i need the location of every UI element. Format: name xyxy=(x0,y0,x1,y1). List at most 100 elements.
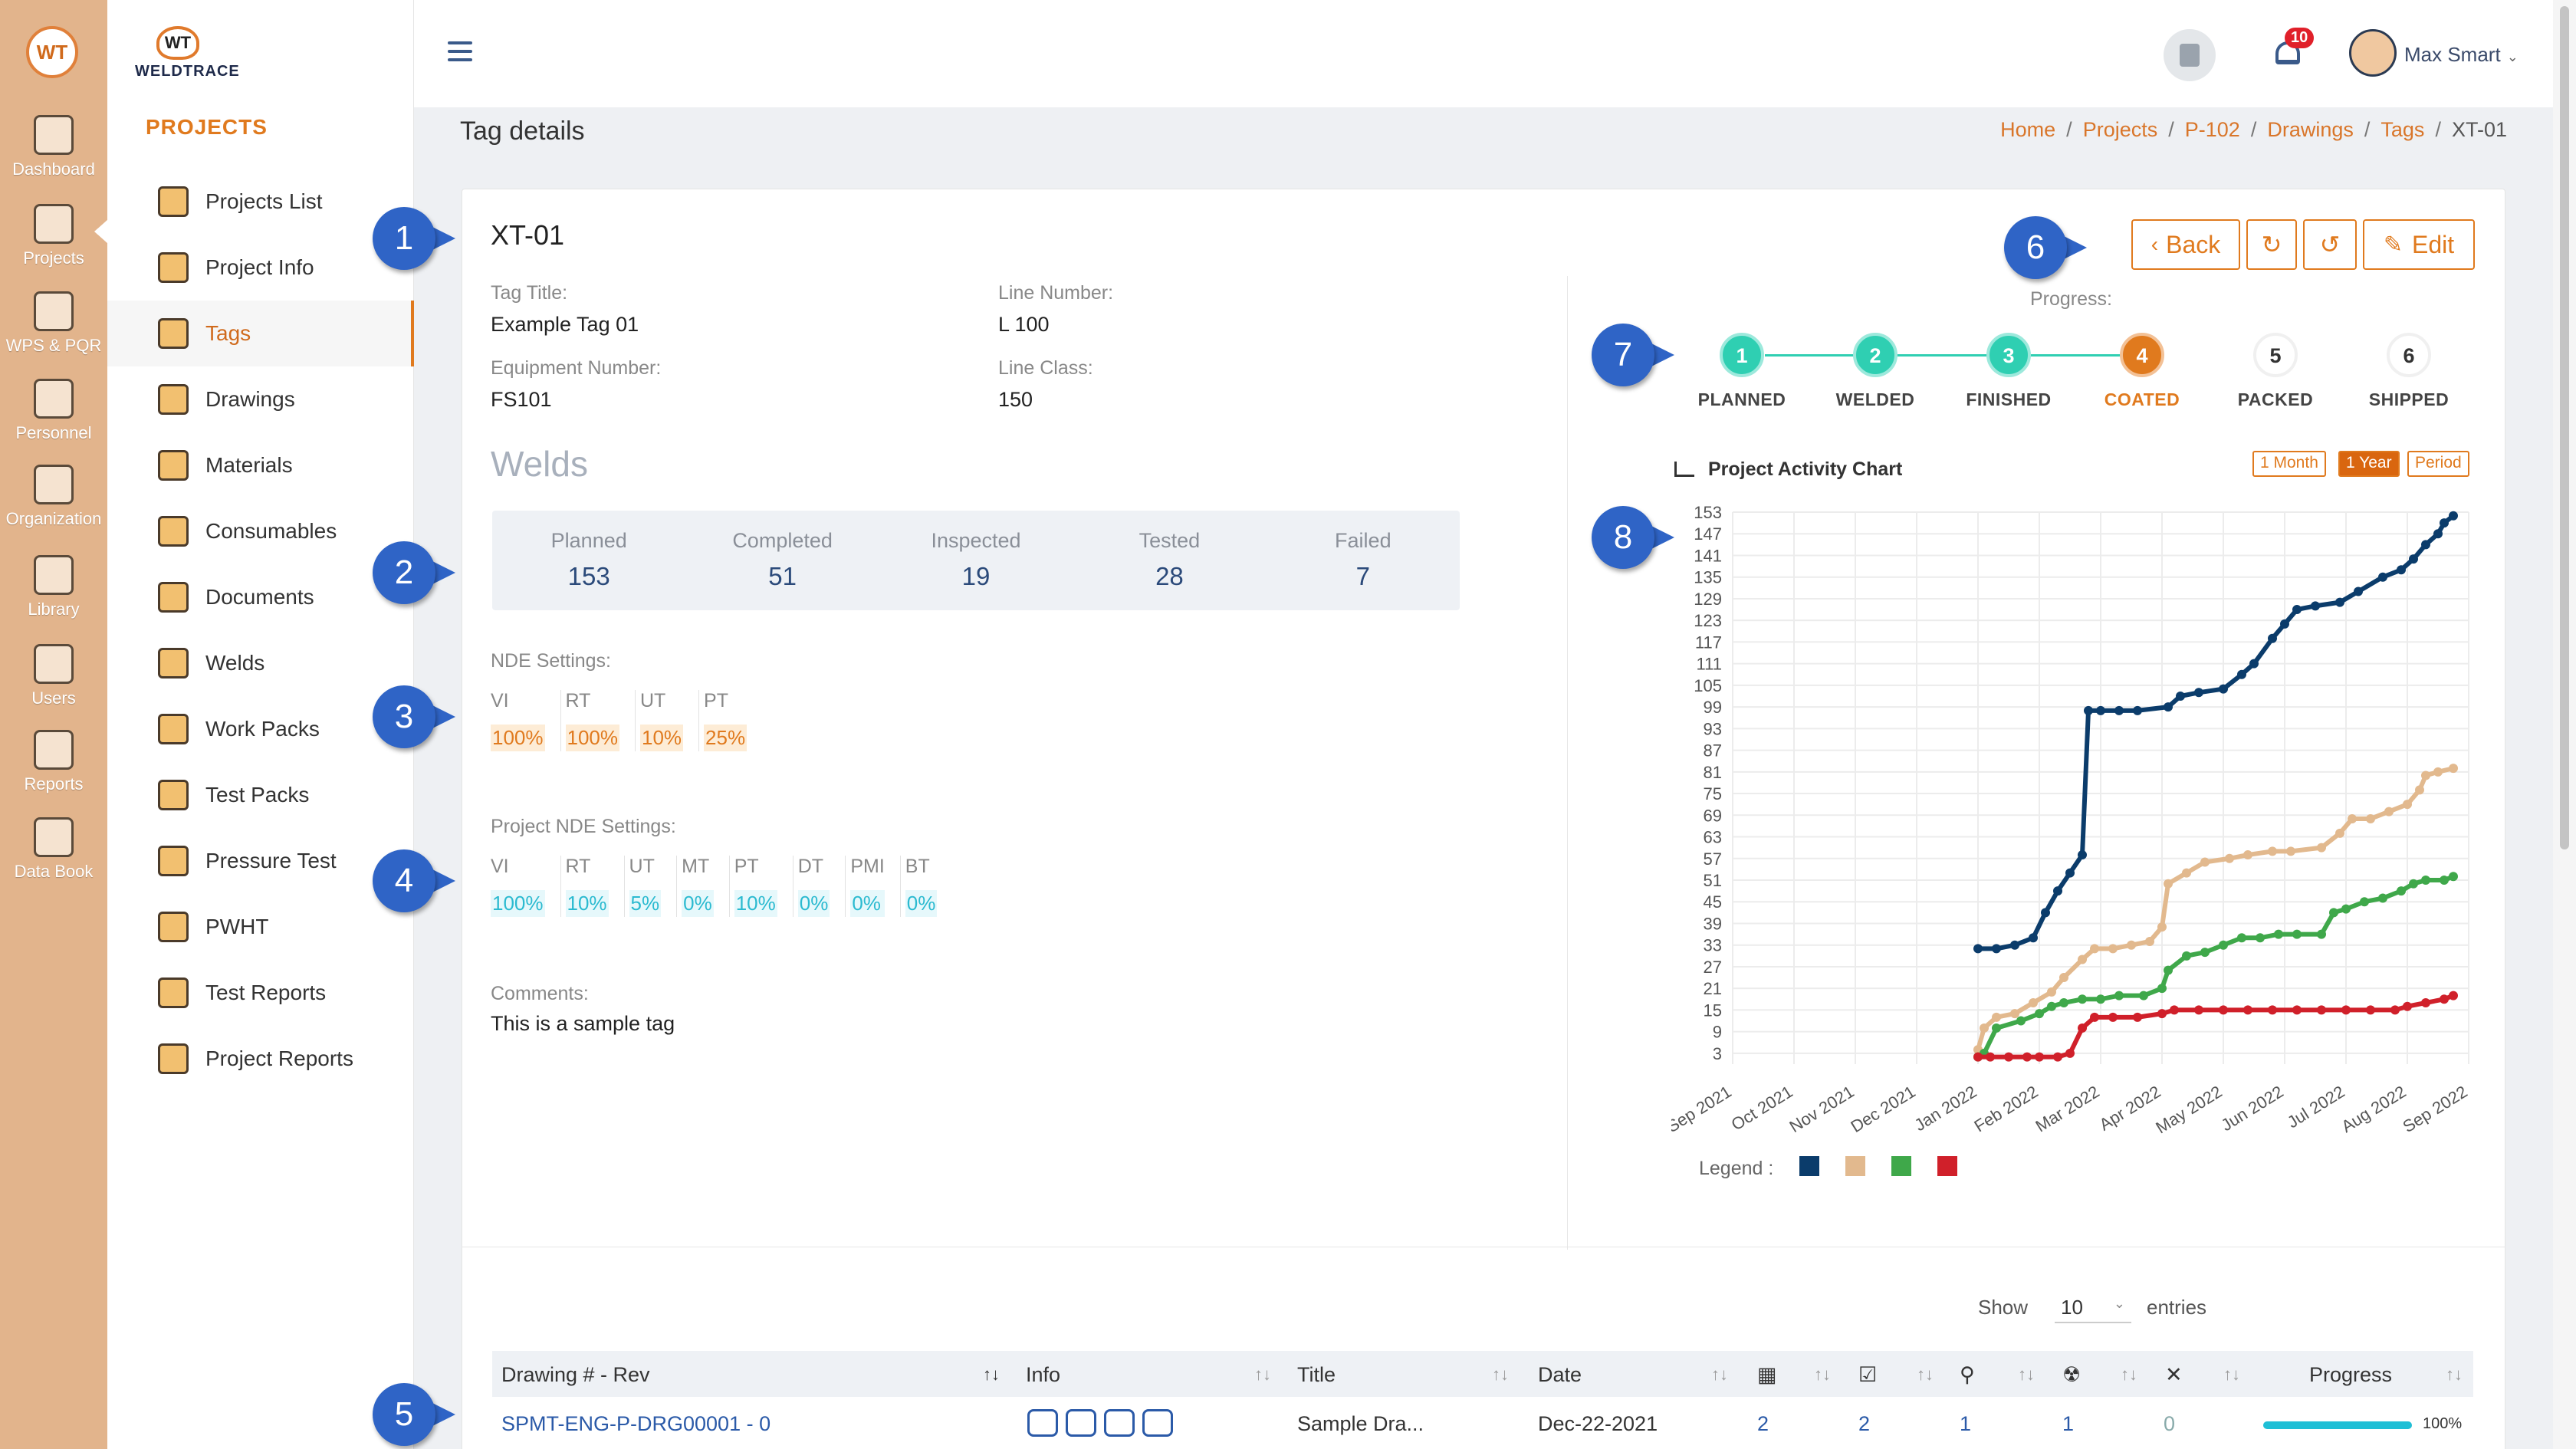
th-radiation-icon[interactable]: ☢ xyxy=(2062,1363,2082,1386)
sort-icon[interactable]: ↑↓ xyxy=(1711,1365,1728,1384)
series-point xyxy=(2016,1016,2026,1026)
series-point xyxy=(2397,886,2406,896)
th-info[interactable]: Info xyxy=(1026,1363,1061,1386)
user-avatar[interactable] xyxy=(2349,29,2397,77)
sort-icon[interactable]: ↑↓ xyxy=(1917,1365,1934,1384)
sort-icon[interactable]: ↑↓ xyxy=(2446,1365,2463,1384)
sort-icon[interactable]: ↑↓ xyxy=(1492,1365,1509,1384)
series-point xyxy=(2329,908,2338,918)
scrollbar-thumb[interactable] xyxy=(2560,6,2569,849)
menu-item-label: Work Packs xyxy=(205,717,320,741)
menu-item-documents[interactable]: Documents xyxy=(107,564,414,630)
menu-item-tags[interactable]: Tags xyxy=(107,301,414,366)
series-point xyxy=(2440,876,2449,885)
th-title[interactable]: Title xyxy=(1297,1363,1336,1386)
count-tested[interactable]: 1 xyxy=(2062,1412,2075,1435)
refresh-button[interactable]: ↻ xyxy=(2246,219,2297,270)
menu-item-label: PWHT xyxy=(205,915,269,938)
breadcrumb-link[interactable]: Home xyxy=(2000,118,2056,141)
menu-item-welds[interactable]: Welds xyxy=(107,630,414,696)
menu-item-consumables[interactable]: Consumables xyxy=(107,498,414,564)
legend-swatch[interactable] xyxy=(1937,1156,1958,1176)
breadcrumb-link[interactable]: P-102 xyxy=(2184,118,2240,141)
history-button[interactable]: ↺ xyxy=(2303,219,2357,270)
breadcrumb-link[interactable]: Tags xyxy=(2380,118,2425,141)
th-calendar-icon[interactable]: ▦ xyxy=(1757,1363,1777,1386)
stat-value: 7 xyxy=(1355,562,1370,590)
user-menu[interactable]: Max Smart ⌄ xyxy=(2404,43,2518,67)
notifications-button[interactable]: 10 xyxy=(2271,28,2315,72)
legend-swatch[interactable] xyxy=(1891,1156,1912,1176)
series-point xyxy=(2096,705,2105,715)
menu-item-pressure-test[interactable]: Pressure Test xyxy=(107,828,414,894)
range-1-month-button[interactable]: 1 Month xyxy=(2252,451,2326,477)
rail-item-projects[interactable]: Projects xyxy=(0,204,108,268)
menu-item-test-reports[interactable]: Test Reports xyxy=(107,960,414,1026)
menu-item-test-packs[interactable]: Test Packs xyxy=(107,762,414,828)
nde-pt: PT 25% xyxy=(704,690,762,751)
app-logo-icon[interactable]: WT xyxy=(26,26,78,78)
sort-icon[interactable]: ↑↓ xyxy=(2121,1365,2137,1384)
page-scrollbar[interactable] xyxy=(2553,0,2576,1449)
document-icon xyxy=(2180,44,2200,67)
th-calendar-check-icon[interactable]: ☑ xyxy=(1858,1363,1878,1386)
rail-item-dashboard[interactable]: Dashboard xyxy=(0,115,107,179)
rail-item-library[interactable]: Library xyxy=(0,555,107,619)
th-progress[interactable]: Progress xyxy=(2309,1363,2393,1386)
drawing-link[interactable]: SPMT-ENG-P-DRG00001 - 0 xyxy=(501,1412,771,1435)
back-button[interactable]: ‹ Back xyxy=(2131,219,2240,270)
th-date[interactable]: Date xyxy=(1538,1363,1582,1386)
menu-item-pwht[interactable]: PWHT xyxy=(107,894,414,960)
sort-icon[interactable]: ↑↓ xyxy=(1254,1365,1271,1384)
series-point xyxy=(2176,692,2185,701)
menu-item-projects-list[interactable]: Projects List xyxy=(107,169,414,235)
legend-swatch[interactable] xyxy=(1799,1156,1820,1176)
sort-asc-icon[interactable]: ↑↓ xyxy=(983,1365,1000,1384)
edit-button[interactable]: ✎ Edit xyxy=(2363,219,2475,270)
rail-item-wps-pqr[interactable]: WPS & PQR xyxy=(0,291,107,356)
menu-item-project-info[interactable]: Project Info xyxy=(107,235,414,301)
rail-item-organization[interactable]: Organization xyxy=(0,465,107,529)
series-point xyxy=(2164,965,2173,975)
menu-item-materials[interactable]: Materials xyxy=(107,432,414,498)
chart-legend: Legend : xyxy=(1699,1156,1958,1181)
legend-swatch[interactable] xyxy=(1845,1156,1866,1176)
nde-method-label: PT xyxy=(734,856,759,877)
rail-item-reports[interactable]: Reports xyxy=(0,730,107,794)
menu-item-project-reports[interactable]: Project Reports xyxy=(107,1026,414,1092)
menu-item-work-packs[interactable]: Work Packs xyxy=(107,696,414,762)
count-planned[interactable]: 2 xyxy=(1757,1412,1769,1435)
nde-method-value: 0% xyxy=(905,890,938,917)
rail-item-users[interactable]: Users xyxy=(0,644,107,708)
range-1-year-button[interactable]: 1 Year xyxy=(2338,451,2400,477)
view-icon[interactable] xyxy=(1027,1409,1058,1437)
series-point xyxy=(2256,933,2265,943)
checklist-icon[interactable] xyxy=(1142,1409,1173,1437)
brand-logo[interactable]: WT WELDTRACE xyxy=(135,26,240,80)
step-label: SHIPPED xyxy=(2368,389,2450,409)
count-completed[interactable]: 2 xyxy=(1858,1412,1871,1435)
percent-icon[interactable] xyxy=(1066,1409,1096,1437)
menu-item-drawings[interactable]: Drawings xyxy=(107,366,414,432)
breadcrumb-link[interactable]: Drawings xyxy=(2267,118,2354,141)
th-failed-x-icon[interactable]: ✕ xyxy=(2165,1363,2183,1386)
rail-item-personnel[interactable]: Personnel xyxy=(0,379,107,443)
sort-icon[interactable]: ↑↓ xyxy=(1814,1365,1831,1384)
hamburger-menu-icon[interactable] xyxy=(448,41,472,63)
series-point xyxy=(2237,933,2246,943)
sort-icon[interactable]: ↑↓ xyxy=(2018,1365,2035,1384)
th-inspect-search-icon[interactable]: ⚲ xyxy=(1960,1363,1975,1386)
sort-icon[interactable]: ↑↓ xyxy=(2223,1365,2240,1384)
notes-button[interactable] xyxy=(2164,29,2216,81)
series-point xyxy=(2341,1005,2351,1015)
project-nde-settings: VI 100% RT 10% UT 5% MT 0% PT 10% DT 0% PMI 0% BT 0% xyxy=(491,856,957,917)
menu-item-label: Project Info xyxy=(205,255,314,279)
th-drawing[interactable]: Drawing # - Rev xyxy=(501,1363,650,1386)
attachment-icon[interactable] xyxy=(1104,1409,1135,1437)
breadcrumb-link[interactable]: Projects xyxy=(2082,118,2158,141)
x-tick-label: Jan 2022 xyxy=(1911,1082,1980,1135)
range-period-button[interactable]: Period xyxy=(2407,451,2469,477)
rail-item-data-book[interactable]: Data Book xyxy=(0,817,107,882)
entries-select[interactable]: 10 ⌄ xyxy=(2055,1290,2131,1323)
count-inspected[interactable]: 1 xyxy=(1960,1412,1972,1435)
